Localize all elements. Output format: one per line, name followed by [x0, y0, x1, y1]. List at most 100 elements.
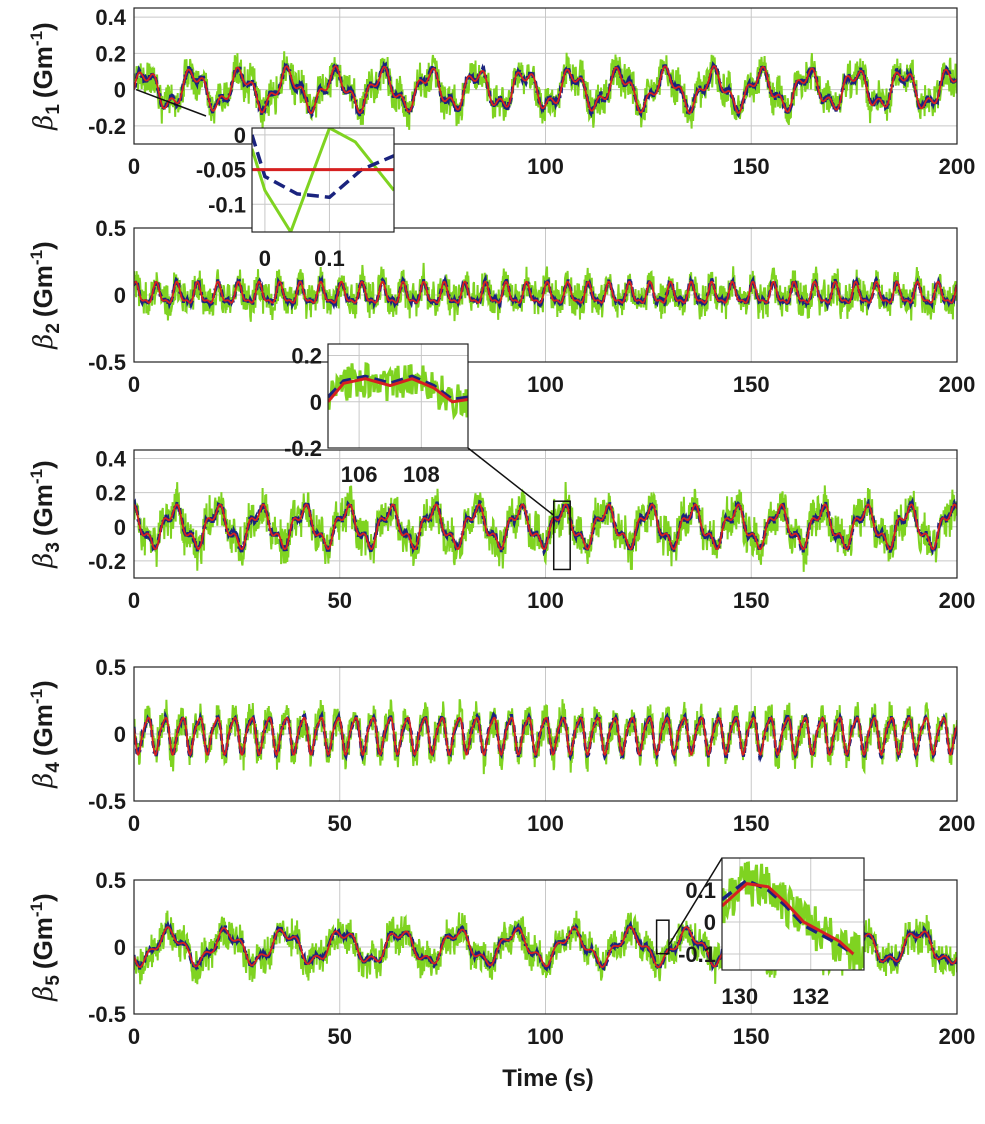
panel-beta2	[133, 227, 958, 363]
inset-x-tick-label: 108	[403, 462, 440, 487]
y-label-unit: (Gm	[28, 484, 58, 536]
axes-frame	[133, 227, 958, 363]
inset-measured-line	[252, 128, 394, 232]
x-tick-label: 150	[733, 811, 770, 836]
inset-connector-line	[467, 447, 555, 516]
inset-frame	[251, 127, 395, 233]
y-label-subscript: 5	[43, 975, 64, 986]
inset-beta3	[327, 343, 555, 516]
estimated-series-line	[134, 920, 957, 973]
inset-series-group	[328, 362, 468, 421]
y-tick-label: 0.4	[95, 5, 126, 30]
y-label-symbol: β	[29, 553, 59, 569]
y-label-close: )	[28, 460, 58, 469]
inset-y-tick-label: 0.1	[685, 878, 716, 903]
y-tick-label: 0	[114, 515, 126, 540]
y-tick-label: 0.5	[95, 655, 126, 680]
x-tick-label: 0	[128, 588, 140, 613]
inset-y-tick-label: 0	[704, 910, 716, 935]
inset-beta5	[668, 857, 865, 971]
panel-beta4	[133, 666, 958, 802]
inset-y-tick-label: -0.1	[208, 192, 246, 217]
y-label-close: )	[28, 241, 58, 250]
inset-connector-line	[135, 88, 207, 117]
y-label-superscript: -1	[27, 250, 46, 265]
y-label-subscript: 1	[43, 104, 64, 115]
x-tick-label: 100	[527, 372, 564, 397]
inset-series-group	[722, 861, 864, 970]
x-tick-label: 200	[939, 372, 976, 397]
inset-estimated-line	[722, 878, 855, 956]
panel-beta3	[133, 449, 958, 579]
y-axis-label: β1 (Gm-1)	[27, 22, 64, 130]
x-tick-label: 200	[939, 1024, 976, 1049]
y-axis-label: β5 (Gm-1)	[27, 893, 64, 1001]
series-group	[134, 699, 957, 775]
x-tick-label: 100	[527, 154, 564, 179]
inset-beta1	[135, 88, 395, 233]
y-tick-label: 0.4	[95, 447, 126, 472]
x-tick-label: 0	[128, 1024, 140, 1049]
y-label-superscript: -1	[27, 689, 46, 704]
measured-series-line	[134, 699, 957, 775]
true-series-line	[134, 503, 957, 551]
panel-beta1	[133, 7, 958, 145]
y-label-subscript: 2	[43, 323, 64, 334]
y-tick-label: 0.5	[95, 216, 126, 241]
x-tick-label: 50	[328, 1024, 352, 1049]
x-tick-label: 200	[939, 811, 976, 836]
inset-x-tick-label: 132	[792, 984, 829, 1009]
x-tick-label: 100	[527, 588, 564, 613]
y-label-unit: (Gm	[28, 917, 58, 969]
x-tick-label: 0	[128, 811, 140, 836]
y-label-symbol: β	[29, 334, 59, 350]
measured-series-line	[134, 481, 957, 572]
y-tick-label: -0.5	[88, 789, 126, 814]
inset-y-tick-label: 0.2	[291, 344, 322, 369]
x-tick-label: 100	[527, 1024, 564, 1049]
inset-estimated-line	[328, 374, 468, 402]
inset-x-tick-label: 130	[721, 984, 758, 1009]
y-tick-label: -0.5	[88, 350, 126, 375]
y-tick-label: 0.5	[95, 868, 126, 893]
series-group	[134, 481, 957, 572]
y-label-subscript: 3	[43, 542, 64, 553]
x-tick-label: 50	[328, 588, 352, 613]
y-label-subscript: 4	[43, 762, 64, 773]
inset-frame	[327, 343, 469, 449]
zoom-box	[552, 500, 571, 571]
y-tick-label: 0	[114, 935, 126, 960]
y-label-close: )	[28, 680, 58, 689]
inset-y-tick-label: 0	[234, 123, 246, 148]
axes-frame	[133, 449, 958, 579]
x-tick-label: 150	[733, 588, 770, 613]
y-tick-label: 0	[114, 78, 126, 103]
x-tick-label: 0	[128, 372, 140, 397]
inset-y-tick-label: 0	[310, 390, 322, 415]
inset-x-tick-label: 0	[259, 246, 271, 271]
axes-frame	[133, 7, 958, 145]
inset-series-group	[252, 128, 394, 232]
inset-frame	[721, 857, 865, 971]
x-tick-label: 150	[733, 372, 770, 397]
y-tick-label: 0	[114, 283, 126, 308]
y-label-unit: (Gm	[28, 46, 58, 98]
y-axis-label: β4 (Gm-1)	[27, 680, 64, 788]
inset-connector-line	[668, 857, 723, 946]
inset-x-tick-label: 0.1	[314, 246, 345, 271]
y-label-symbol: β	[29, 986, 59, 1002]
y-label-symbol: β	[29, 773, 59, 789]
x-tick-label: 0	[128, 154, 140, 179]
inset-y-tick-label: -0.1	[678, 942, 716, 967]
inset-x-tick-label: 106	[341, 462, 378, 487]
x-tick-label: 50	[328, 811, 352, 836]
y-label-close: )	[28, 893, 58, 902]
series-group	[134, 262, 957, 322]
inset-measured-line	[722, 861, 864, 970]
x-tick-label: 200	[939, 154, 976, 179]
y-tick-label: -0.5	[88, 1002, 126, 1027]
y-label-unit: (Gm	[28, 265, 58, 317]
y-tick-label: -0.2	[88, 114, 126, 139]
y-label-unit: (Gm	[28, 704, 58, 756]
